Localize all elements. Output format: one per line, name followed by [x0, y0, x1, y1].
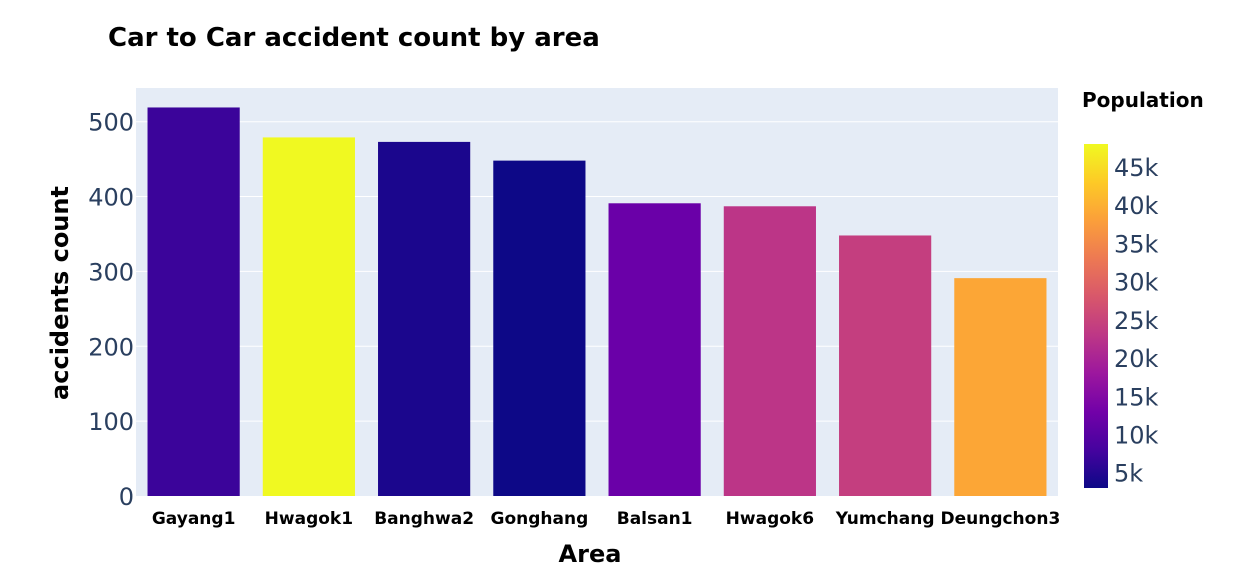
colorbar-tick-label: 10k [1114, 421, 1159, 449]
x-tick-label: Deungchon3 [940, 509, 1060, 529]
bar-hwagok6[interactable] [723, 206, 816, 496]
bars [147, 107, 1047, 497]
colorbar-title: Population [1082, 88, 1204, 112]
x-tick-label: Banghwa2 [374, 509, 474, 529]
colorbar [1084, 144, 1108, 488]
y-tick-label: 400 [88, 184, 134, 212]
colorbar-tick-label: 35k [1114, 230, 1159, 258]
colorbar-tick-label: 20k [1114, 345, 1159, 373]
x-tick-label: Gayang1 [152, 509, 236, 529]
colorbar-ticks: 5k 10k 15k 20k 25k 30k 35k 40k 45k [1114, 154, 1159, 488]
x-tick-label: Balsan1 [617, 509, 693, 529]
x-tick-label: Hwagok1 [265, 509, 353, 529]
y-axis-title: accidents count [46, 186, 74, 400]
bar-hwagok1[interactable] [262, 137, 355, 496]
y-tick-label: 100 [88, 408, 134, 436]
x-axis-title: Area [559, 540, 622, 568]
x-tick-label: Hwagok6 [726, 509, 814, 529]
colorbar-tick-label: 40k [1114, 192, 1159, 220]
bar-gayang1[interactable] [147, 107, 240, 496]
colorbar-tick-label: 45k [1114, 154, 1159, 182]
colorbar-tick-label: 25k [1114, 307, 1159, 335]
bar-balsan1[interactable] [608, 203, 701, 496]
x-tick-label: Gonghang [491, 509, 589, 529]
y-tick-label: 500 [88, 109, 134, 137]
y-tick-label: 300 [88, 258, 134, 286]
colorbar-tick-label: 30k [1114, 269, 1159, 297]
y-tick-label: 0 [119, 483, 134, 511]
bar-banghwa2[interactable] [378, 141, 471, 496]
x-axis-ticks: Gayang1 Hwagok1 Banghwa2 Gonghang Balsan1 Hwa… [152, 509, 1060, 529]
y-tick-label: 200 [88, 333, 134, 361]
chart-title: Car to Car accident count by area [108, 23, 600, 53]
y-axis-ticks: 0 100 200 300 400 500 [88, 109, 134, 511]
colorbar-tick-label: 5k [1114, 460, 1143, 488]
bar-deungchon3[interactable] [954, 278, 1047, 496]
bar-yumchang[interactable] [839, 235, 932, 497]
x-tick-label: Yumchang [835, 509, 935, 529]
colorbar-tick-label: 15k [1114, 383, 1159, 411]
bar-gonghang[interactable] [493, 160, 586, 496]
